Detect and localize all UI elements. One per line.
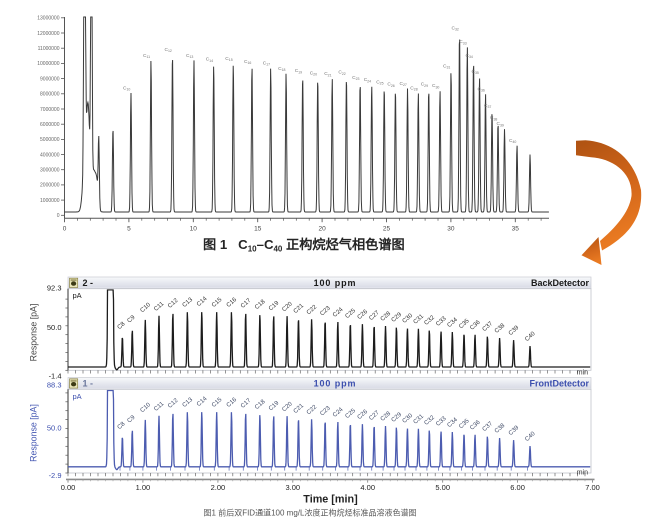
svg-text:2000000: 2000000: [40, 183, 60, 189]
svg-text:BackDetector: BackDetector: [531, 278, 590, 288]
svg-text:5: 5: [127, 226, 131, 233]
svg-text:0: 0: [57, 213, 60, 219]
svg-text:C16: C16: [244, 59, 251, 65]
svg-text:C39: C39: [497, 121, 504, 127]
svg-text:C40: C40: [509, 138, 516, 144]
svg-text:C14: C14: [206, 57, 213, 63]
svg-text:30: 30: [447, 226, 455, 233]
svg-text:C9: C9: [126, 414, 137, 425]
svg-text:C38: C38: [490, 115, 497, 121]
svg-text:C35: C35: [472, 69, 479, 75]
svg-text:3.00: 3.00: [285, 483, 300, 492]
svg-text:1000000: 1000000: [40, 198, 60, 204]
svg-text:2.00: 2.00: [211, 483, 226, 492]
svg-text:C8: C8: [116, 420, 127, 431]
svg-text:-2.9: -2.9: [49, 471, 62, 480]
svg-text:C12: C12: [165, 47, 172, 53]
svg-text:C8: C8: [116, 320, 127, 331]
svg-text:C29: C29: [421, 82, 428, 88]
svg-text:Time [min]: Time [min]: [303, 494, 357, 506]
svg-text:3000000: 3000000: [40, 168, 60, 174]
svg-text:C22: C22: [338, 70, 345, 76]
svg-text:C11: C11: [143, 53, 150, 59]
svg-text:0.00: 0.00: [61, 483, 76, 492]
svg-text:7.00: 7.00: [585, 483, 600, 492]
svg-text:C13: C13: [186, 53, 193, 59]
svg-text:20: 20: [318, 226, 326, 233]
svg-text:C15: C15: [225, 56, 232, 62]
svg-text:25: 25: [383, 226, 391, 233]
svg-text:C10: C10: [123, 86, 130, 92]
svg-text:C26: C26: [387, 82, 394, 88]
svg-text:6.00: 6.00: [510, 483, 525, 492]
svg-text:5.00: 5.00: [435, 483, 450, 492]
svg-text:1.00: 1.00: [136, 483, 151, 492]
svg-text:15: 15: [254, 226, 262, 233]
svg-text:0: 0: [63, 226, 67, 233]
svg-text:Response [pA]: Response [pA]: [29, 304, 39, 362]
svg-text:C9: C9: [126, 314, 137, 325]
svg-text:11000000: 11000000: [38, 46, 60, 52]
svg-text:-1.4: -1.4: [49, 371, 62, 380]
svg-text:pA: pA: [73, 291, 82, 300]
svg-text:1 -: 1 -: [83, 378, 94, 388]
svg-text:C24: C24: [364, 77, 371, 83]
svg-text:C32: C32: [452, 26, 459, 32]
svg-text:4.00: 4.00: [360, 483, 375, 492]
svg-text:C33: C33: [459, 39, 466, 45]
svg-text:10000000: 10000000: [37, 61, 59, 67]
svg-text:13000000: 13000000: [37, 16, 59, 22]
svg-text:9000000: 9000000: [40, 76, 60, 82]
svg-text:100 ppm: 100 ppm: [314, 378, 357, 388]
svg-text:C27: C27: [400, 81, 407, 87]
svg-text:C18: C18: [278, 66, 285, 72]
svg-text:C28: C28: [410, 86, 417, 92]
svg-text:12000000: 12000000: [37, 31, 59, 37]
svg-text:C20: C20: [310, 70, 317, 76]
svg-text:5000000: 5000000: [40, 137, 60, 143]
svg-text:C19: C19: [295, 68, 302, 74]
svg-text:8000000: 8000000: [40, 92, 60, 98]
svg-text:C23: C23: [352, 75, 359, 81]
svg-text:100 ppm: 100 ppm: [314, 278, 357, 288]
svg-text:FrontDetector: FrontDetector: [529, 378, 589, 388]
svg-text:C17: C17: [263, 61, 270, 67]
svg-text:C34: C34: [466, 53, 473, 59]
svg-text:92.3: 92.3: [47, 284, 62, 293]
svg-text:C37: C37: [484, 103, 491, 109]
svg-text:50.0: 50.0: [47, 323, 62, 332]
svg-text:7000000: 7000000: [40, 107, 60, 113]
svg-text:6000000: 6000000: [40, 122, 60, 128]
svg-text:C25: C25: [376, 79, 383, 85]
svg-text:50.0: 50.0: [47, 424, 62, 433]
svg-text:C31: C31: [443, 64, 450, 70]
svg-text:C21: C21: [324, 71, 331, 77]
svg-text:2 -: 2 -: [83, 278, 94, 288]
svg-text:图1 前后双FID通道100 mg/L浓度正构烷烃标准品溶液: 图1 前后双FID通道100 mg/L浓度正构烷烃标准品溶液色谱图: [204, 507, 417, 517]
svg-text:10: 10: [190, 226, 198, 233]
svg-text:图 1 C10–C40 正构烷烃气相色谱图: 图 1 C10–C40 正构烷烃气相色谱图: [203, 236, 405, 254]
svg-text:4000000: 4000000: [40, 152, 60, 158]
svg-text:35: 35: [512, 226, 520, 233]
svg-text:88.3: 88.3: [47, 381, 62, 390]
svg-text:min: min: [577, 469, 588, 476]
svg-text:Response [pA]: Response [pA]: [29, 404, 39, 462]
svg-text:C30: C30: [432, 83, 439, 89]
svg-text:pA: pA: [73, 392, 82, 401]
svg-text:C36: C36: [478, 86, 485, 92]
svg-text:min: min: [577, 369, 588, 376]
